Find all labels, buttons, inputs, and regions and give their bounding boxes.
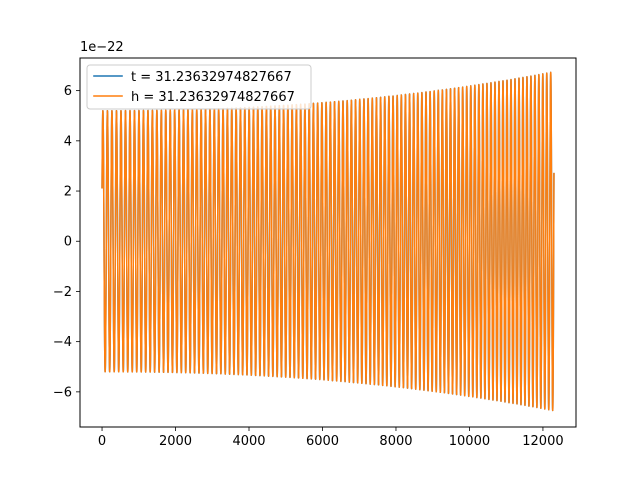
- y-tick-label: −4: [53, 335, 72, 350]
- x-tick-label: 2000: [159, 434, 192, 449]
- y-tick-label: 4: [64, 134, 72, 149]
- y-axis: −6 −4 −2 0 2 4 6: [53, 84, 80, 400]
- legend-frame: [86, 64, 312, 110]
- x-tick-label: 6000: [306, 434, 339, 449]
- series-line-2: [101, 71, 555, 412]
- y-tick-label: −6: [53, 385, 72, 400]
- x-tick-label: 4000: [232, 434, 265, 449]
- x-tick-label: 12000: [522, 434, 563, 449]
- legend-label-series-1: t = 31.23632974827667: [131, 70, 292, 85]
- plot-frame: [79, 57, 577, 428]
- legend-label-series-2: h = 31.23632974827667: [131, 90, 295, 105]
- y-tick-label: 2: [64, 185, 72, 200]
- x-axis: 0 2000 4000 6000 8000 10000 12000: [98, 427, 564, 449]
- legend: t = 31.23632974827667 h = 31.23632974827…: [86, 64, 312, 110]
- y-tick-label: −2: [53, 285, 72, 300]
- x-tick-label: 8000: [379, 434, 412, 449]
- series-layer: [101, 71, 555, 412]
- x-tick-label: 0: [98, 434, 106, 449]
- y-tick-label: 0: [64, 235, 72, 250]
- y-offset-text: 1e−22: [80, 40, 124, 55]
- y-tick-label: 6: [64, 84, 72, 99]
- x-tick-label: 10000: [449, 434, 490, 449]
